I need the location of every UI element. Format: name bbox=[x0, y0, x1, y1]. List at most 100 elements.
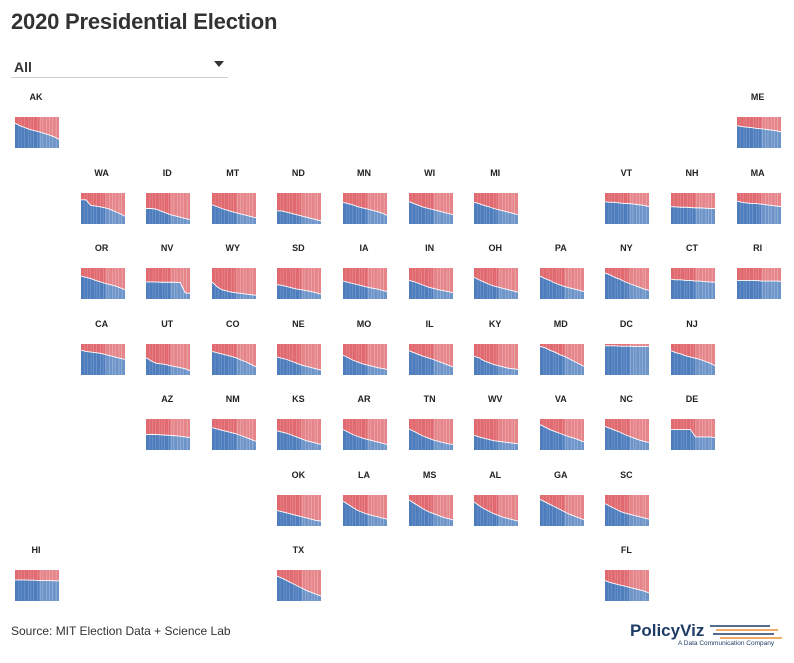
state-tile[interactable]: ME bbox=[735, 92, 781, 152]
state-tile[interactable]: NV bbox=[144, 243, 191, 303]
state-tile[interactable]: ID bbox=[144, 168, 191, 228]
share-boundary-line bbox=[539, 498, 584, 520]
state-tile[interactable]: PA bbox=[538, 243, 584, 303]
page-title: 2020 Presidential Election bbox=[11, 9, 278, 34]
state-tile[interactable]: WI bbox=[407, 168, 453, 228]
state-tile[interactable]: CT bbox=[669, 243, 715, 303]
share-boundary-line bbox=[211, 281, 256, 296]
share-boundary-line bbox=[211, 427, 256, 442]
state-tile[interactable]: DE bbox=[669, 394, 715, 454]
share-boundary-line bbox=[277, 284, 322, 295]
state-label: AZ bbox=[161, 394, 174, 404]
share-boundary-line bbox=[343, 354, 387, 370]
state-label: SC bbox=[620, 469, 633, 480]
state-tile[interactable]: UT bbox=[144, 319, 191, 379]
state-label: IA bbox=[359, 243, 369, 253]
state-tile[interactable]: NE bbox=[275, 319, 322, 379]
state-tile[interactable]: DC bbox=[603, 319, 650, 379]
state-tile[interactable]: MO bbox=[341, 319, 387, 379]
state-tile[interactable]: GA bbox=[538, 470, 584, 530]
state-area-chart bbox=[277, 192, 322, 224]
state-tile[interactable]: KY bbox=[472, 319, 519, 379]
state-area-chart bbox=[736, 268, 781, 299]
share-boundary-line bbox=[80, 349, 125, 360]
state-tile[interactable]: OH bbox=[472, 243, 519, 303]
state-label: IL bbox=[425, 318, 434, 329]
democrat-area bbox=[15, 579, 59, 601]
share-boundary-line bbox=[211, 350, 256, 367]
small-county-overlay bbox=[367, 268, 387, 299]
state-tile[interactable]: NY bbox=[603, 243, 650, 303]
state-tile[interactable]: TX bbox=[275, 545, 322, 605]
state-tile[interactable]: FL bbox=[603, 545, 650, 605]
state-tile[interactable]: OR bbox=[79, 243, 125, 303]
share-boundary-line bbox=[474, 434, 519, 445]
state-tile[interactable]: MS bbox=[407, 470, 453, 530]
state-tile[interactable]: RI bbox=[735, 243, 781, 303]
state-label: MI bbox=[490, 167, 501, 178]
small-county-overlay bbox=[432, 343, 453, 375]
state-label: MO bbox=[356, 318, 372, 329]
state-tile[interactable]: CO bbox=[210, 319, 256, 379]
state-tile[interactable]: MI bbox=[472, 167, 519, 228]
state-tile[interactable]: SD bbox=[275, 243, 322, 303]
democrat-area bbox=[605, 201, 650, 224]
state-area-chart bbox=[474, 192, 519, 224]
share-boundary-line bbox=[539, 275, 584, 292]
state-tile[interactable]: ND bbox=[275, 168, 322, 228]
share-boundary-line bbox=[605, 502, 650, 520]
share-boundary-line bbox=[15, 579, 59, 582]
state-tile[interactable]: WV bbox=[472, 394, 519, 454]
state-tile[interactable]: VT bbox=[603, 168, 650, 228]
state-filter-dropdown[interactable]: All bbox=[11, 57, 228, 78]
state-tile[interactable]: IA bbox=[341, 243, 387, 303]
small-county-overlay bbox=[563, 343, 584, 375]
state-tile[interactable]: AK bbox=[13, 92, 59, 152]
state-label: VA bbox=[554, 394, 567, 404]
state-tile[interactable]: WA bbox=[79, 168, 125, 228]
state-tile[interactable]: TN bbox=[407, 394, 453, 454]
state-area-chart bbox=[277, 268, 322, 299]
state-tile[interactable]: AL bbox=[472, 470, 519, 530]
small-county-overlay bbox=[235, 343, 256, 375]
logo-tagline: A Data Communication Company bbox=[678, 640, 775, 647]
state-tile[interactable]: HI bbox=[13, 545, 59, 605]
share-boundary-line bbox=[408, 279, 453, 294]
state-tile[interactable]: WY bbox=[210, 243, 256, 303]
state-area-chart bbox=[605, 419, 650, 450]
state-tile[interactable]: LA bbox=[341, 470, 387, 530]
share-boundary-line bbox=[736, 200, 781, 207]
state-tile[interactable]: NJ bbox=[669, 319, 715, 379]
state-label: TX bbox=[292, 545, 305, 555]
state-tile[interactable]: IN bbox=[407, 243, 453, 303]
state-tile[interactable]: VA bbox=[538, 394, 584, 454]
caret-down-icon[interactable] bbox=[214, 61, 224, 67]
state-tile[interactable]: MA bbox=[735, 168, 781, 228]
democrat-area bbox=[146, 434, 191, 450]
state-tile[interactable]: MD bbox=[538, 319, 584, 379]
state-area-chart bbox=[343, 343, 387, 375]
state-label: KS bbox=[292, 394, 305, 404]
state-label: NY bbox=[620, 243, 633, 253]
state-tile[interactable]: IL bbox=[407, 319, 453, 379]
democrat-area bbox=[408, 350, 453, 375]
share-boundary-line bbox=[15, 122, 59, 140]
share-boundary-line bbox=[343, 201, 387, 216]
small-county-overlay bbox=[39, 570, 59, 601]
state-tile[interactable]: CA bbox=[79, 319, 125, 379]
state-tile[interactable]: NC bbox=[603, 394, 650, 454]
state-tile[interactable]: OK bbox=[275, 470, 322, 530]
state-tile[interactable]: MN bbox=[341, 168, 387, 228]
state-area-chart bbox=[736, 192, 781, 224]
state-tile[interactable]: SC bbox=[603, 469, 650, 530]
small-county-overlay bbox=[629, 192, 650, 224]
state-tile[interactable]: NH bbox=[669, 168, 715, 228]
share-boundary-line bbox=[539, 424, 584, 443]
share-boundary-line bbox=[343, 429, 387, 445]
state-tile[interactable]: AR bbox=[341, 394, 387, 454]
state-tile[interactable]: MT bbox=[210, 168, 256, 228]
state-tile[interactable]: KS bbox=[275, 394, 322, 454]
state-tile[interactable]: AZ bbox=[144, 394, 191, 454]
share-boundary-line bbox=[605, 272, 650, 291]
state-tile[interactable]: NM bbox=[210, 394, 256, 454]
